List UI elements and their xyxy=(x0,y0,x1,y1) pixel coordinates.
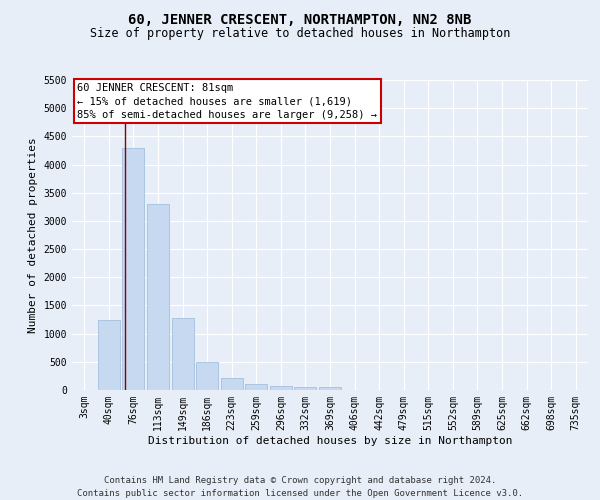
Bar xyxy=(245,384,268,390)
Bar xyxy=(196,362,218,390)
Y-axis label: Number of detached properties: Number of detached properties xyxy=(28,137,38,333)
Bar xyxy=(147,204,169,390)
Bar xyxy=(221,378,243,390)
Text: Contains HM Land Registry data © Crown copyright and database right 2024.
Contai: Contains HM Land Registry data © Crown c… xyxy=(77,476,523,498)
Bar xyxy=(295,386,316,390)
Bar xyxy=(98,320,120,390)
Bar xyxy=(270,386,292,390)
Text: 60, JENNER CRESCENT, NORTHAMPTON, NN2 8NB: 60, JENNER CRESCENT, NORTHAMPTON, NN2 8N… xyxy=(128,12,472,26)
Text: Size of property relative to detached houses in Northampton: Size of property relative to detached ho… xyxy=(90,28,510,40)
Text: 60 JENNER CRESCENT: 81sqm
← 15% of detached houses are smaller (1,619)
85% of se: 60 JENNER CRESCENT: 81sqm ← 15% of detac… xyxy=(77,83,377,120)
Bar xyxy=(122,148,145,390)
Bar xyxy=(172,318,194,390)
X-axis label: Distribution of detached houses by size in Northampton: Distribution of detached houses by size … xyxy=(148,436,512,446)
Bar xyxy=(319,386,341,390)
